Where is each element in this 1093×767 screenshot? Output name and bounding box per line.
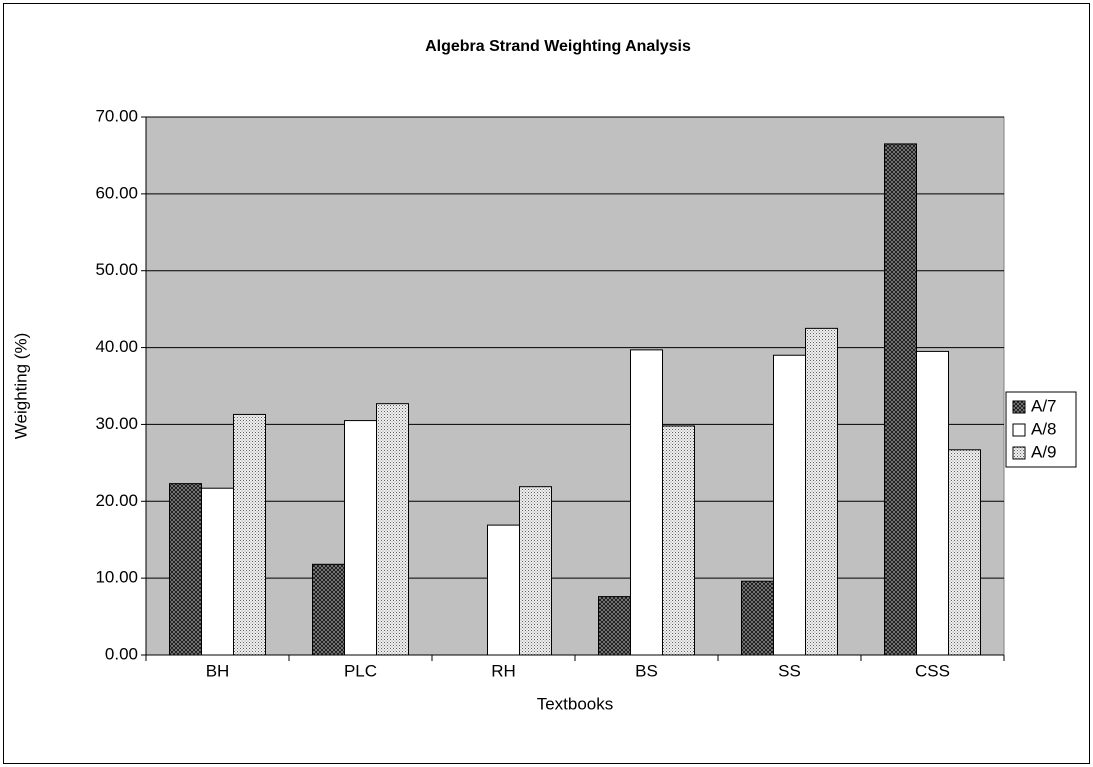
bar xyxy=(376,403,409,656)
bar xyxy=(169,483,202,656)
y-tick-label: 40.00 xyxy=(95,337,138,356)
bar xyxy=(519,486,552,656)
legend-swatch xyxy=(1012,400,1026,414)
bar xyxy=(773,354,806,656)
y-axis-label: Weighting (%) xyxy=(11,333,30,439)
bar xyxy=(344,420,377,656)
x-axis-label: Textbooks xyxy=(537,694,614,713)
bar xyxy=(805,327,838,656)
bar xyxy=(884,143,917,656)
bar xyxy=(662,425,695,656)
legend-swatch xyxy=(1012,423,1026,437)
x-tick-label: SS xyxy=(778,661,801,680)
legend-label: A/9 xyxy=(1031,442,1057,461)
y-tick-label: 30.00 xyxy=(95,414,138,433)
bar xyxy=(233,413,266,656)
y-tick-label: 10.00 xyxy=(95,568,138,587)
bar xyxy=(741,580,774,656)
y-tick-label: 70.00 xyxy=(95,106,138,125)
y-tick-label: 20.00 xyxy=(95,491,138,510)
legend-label: A/8 xyxy=(1031,419,1057,438)
x-tick-label: CSS xyxy=(915,661,950,680)
bar xyxy=(598,596,631,656)
legend-label: A/7 xyxy=(1031,396,1057,415)
y-tick-label: 0.00 xyxy=(105,644,138,663)
bar xyxy=(312,563,345,656)
x-tick-label: BS xyxy=(635,661,658,680)
y-tick-label: 50.00 xyxy=(95,260,138,279)
x-tick-label: PLC xyxy=(344,661,377,680)
bar xyxy=(630,349,663,656)
legend-swatch xyxy=(1012,446,1026,460)
x-tick-label: RH xyxy=(491,661,516,680)
bar xyxy=(201,487,234,656)
bar xyxy=(487,524,520,656)
y-tick-label: 60.00 xyxy=(95,183,138,202)
x-tick-label: BH xyxy=(206,661,230,680)
chart-title: Algebra Strand Weighting Analysis xyxy=(425,38,691,55)
bar xyxy=(916,350,949,656)
plot-area xyxy=(145,116,1005,656)
bar xyxy=(948,449,981,656)
